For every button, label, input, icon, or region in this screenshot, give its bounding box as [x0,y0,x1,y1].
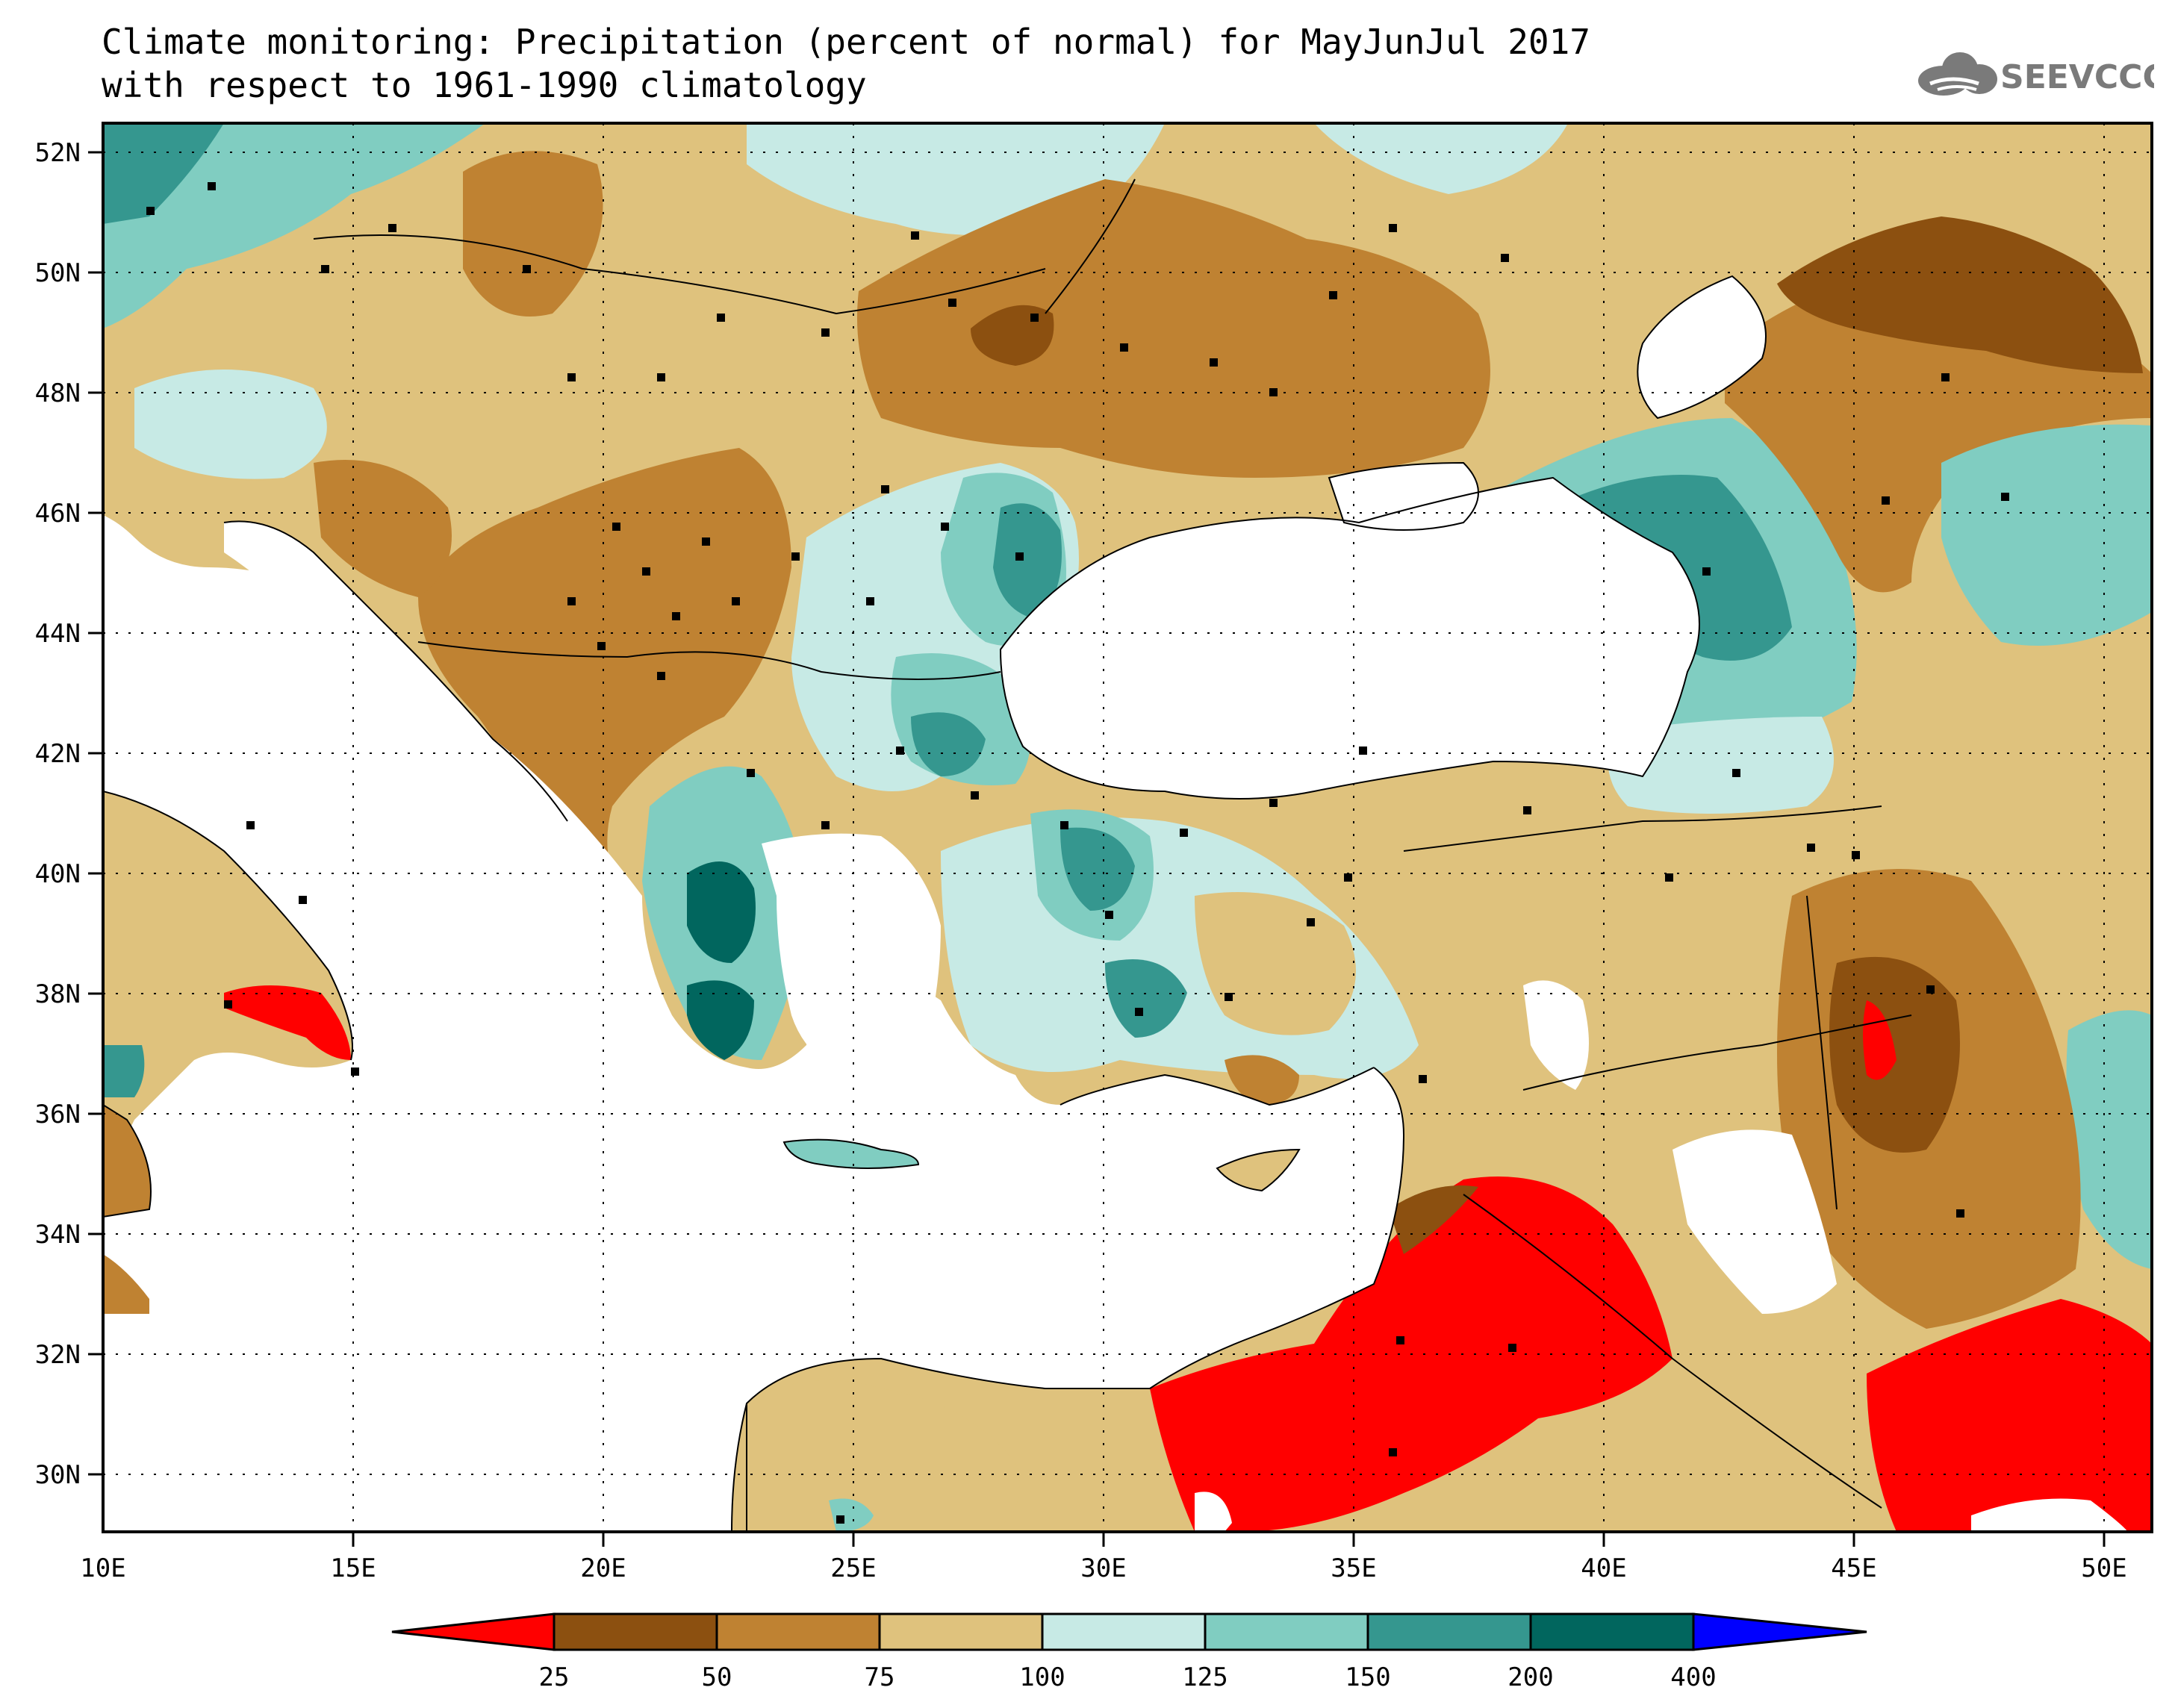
lat-tick-labels: 52N 50N 48N 46N 44N 42N 40N 38N 36N 34N … [35,138,81,1490]
colorbar-label-200: 200 [1507,1662,1553,1692]
dry-region-ukraine [857,179,1490,478]
lat-tick-48n: 48N [35,378,81,408]
wet-region-kazakhstan [1941,424,2152,646]
lat-tick-34n: 34N [35,1220,81,1250]
logo-text: SEEVCCC [2000,58,2154,96]
lon-tick-10e: 10E [80,1553,125,1583]
wet-region-azerbaijan [2066,1010,2152,1269]
white-gap-syria [1523,980,1589,1090]
wet-region-northwest-dark [103,123,224,224]
colorbar-high-arrow [1692,1612,1867,1651]
colorbar-bin-25-50 [553,1612,718,1651]
lon-tick-30e: 30E [1080,1553,1126,1583]
dry-region-alps [314,460,452,597]
lon-tick-35e: 35E [1331,1553,1376,1583]
lon-tick-15e: 15E [330,1553,376,1583]
lon-tick-40e: 40E [1581,1553,1626,1583]
lat-tick-52n: 52N [35,138,81,168]
colorbar-bin-150-200 [1366,1612,1532,1651]
cloud-icon [1918,52,1997,96]
seevccc-logo: SEEVCCC [1918,52,2154,96]
azov-sea [1329,463,1478,530]
wet-region-peloponnese [687,980,754,1060]
white-gap-arabia [1673,1129,1837,1314]
lat-tick-46n: 46N [35,499,81,529]
colorbar-bin-125-150 [1204,1612,1369,1651]
dry-region-poland [463,151,603,317]
colorbar-label-50: 50 [702,1662,732,1692]
wet-region-marmara-core [1060,827,1135,911]
colorbar-label-400: 400 [1670,1662,1716,1692]
lat-tick-38n: 38N [35,979,81,1009]
lat-tick-40n: 40N [35,859,81,889]
colorbar-bin-100-125 [1041,1612,1207,1651]
map-title: Climate monitoring: Precipitation (perce… [102,22,1590,62]
black-sea [1001,478,1699,799]
very-dry-region-tigris [1863,1000,1896,1080]
wet-region-bosphorus [911,712,986,776]
map-subtitle: with respect to 1961-1990 climatology [102,65,867,105]
dry-region-egypt-west [732,1380,1020,1532]
station-markers [146,182,2009,1524]
colorbar-labels: 25 50 75 100 125 150 200 400 [539,1662,1717,1692]
mediterranean-sea [103,515,1404,1532]
lon-tick-20e: 20E [580,1553,626,1583]
lon-tick-50e: 50E [2081,1553,2126,1583]
wet-region-afyon [1105,959,1187,1038]
very-dry-region-sicily [224,985,351,1060]
colorbar-bin-200-400 [1529,1612,1695,1651]
colorbar-low-arrow [391,1612,556,1651]
lat-tick-44n: 44N [35,619,81,649]
wet-region-greece-core [687,861,756,963]
axis-ticks [88,151,2106,1547]
crete [782,1138,920,1169]
colorbar-label-75: 75 [865,1662,895,1692]
lon-tick-labels: 10E 15E 20E 25E 30E 35E 40E 45E 50E [80,1553,2126,1583]
country-borders [103,178,1912,1532]
colorbar-label-125: 125 [1182,1662,1227,1692]
caspian-sea [1637,276,1766,418]
colorbar-label-25: 25 [539,1662,570,1692]
sardinia [103,1103,152,1218]
adriatic-sea [224,521,567,823]
wet-region-russia-north [1314,123,1568,194]
dry-region-volga-core [1777,216,2143,373]
colorbar [391,1612,1867,1651]
wet-region-austria [134,370,327,479]
map-field [103,123,2152,1532]
aegean-sea [762,833,941,1075]
wet-region-northwest [103,123,485,328]
colorbar-bin-75-100 [878,1612,1044,1651]
dry-region-balkans [418,448,791,911]
corsica-edge [103,1045,145,1097]
dry-region-anatolia [1195,892,1356,1035]
lat-tick-32n: 32N [35,1340,81,1370]
cyprus [1216,1148,1301,1192]
lat-tick-36n: 36N [35,1100,81,1129]
dry-region-taurus [1225,1055,1299,1105]
dry-region-sinai-edge [1389,1185,1478,1254]
lat-tick-50n: 50N [35,258,81,288]
lon-tick-45e: 45E [1831,1553,1876,1583]
libya-edge [103,1254,149,1314]
persian-gulf [1971,1498,2128,1532]
colorbar-label-100: 100 [1019,1662,1065,1692]
lat-tick-42n: 42N [35,739,81,769]
lat-tick-30n: 30N [35,1460,81,1490]
gulf-of-suez-gap [1195,1492,1232,1532]
colorbar-label-150: 150 [1345,1662,1390,1692]
wet-region-danube-delta [993,503,1062,620]
lon-tick-25e: 25E [830,1553,876,1583]
plot-frame [102,122,2153,1533]
very-dry-region-persian-gulf [1867,1299,2152,1532]
colorbar-bin-50-75 [715,1612,881,1651]
wet-region-georgia [1608,717,1834,814]
